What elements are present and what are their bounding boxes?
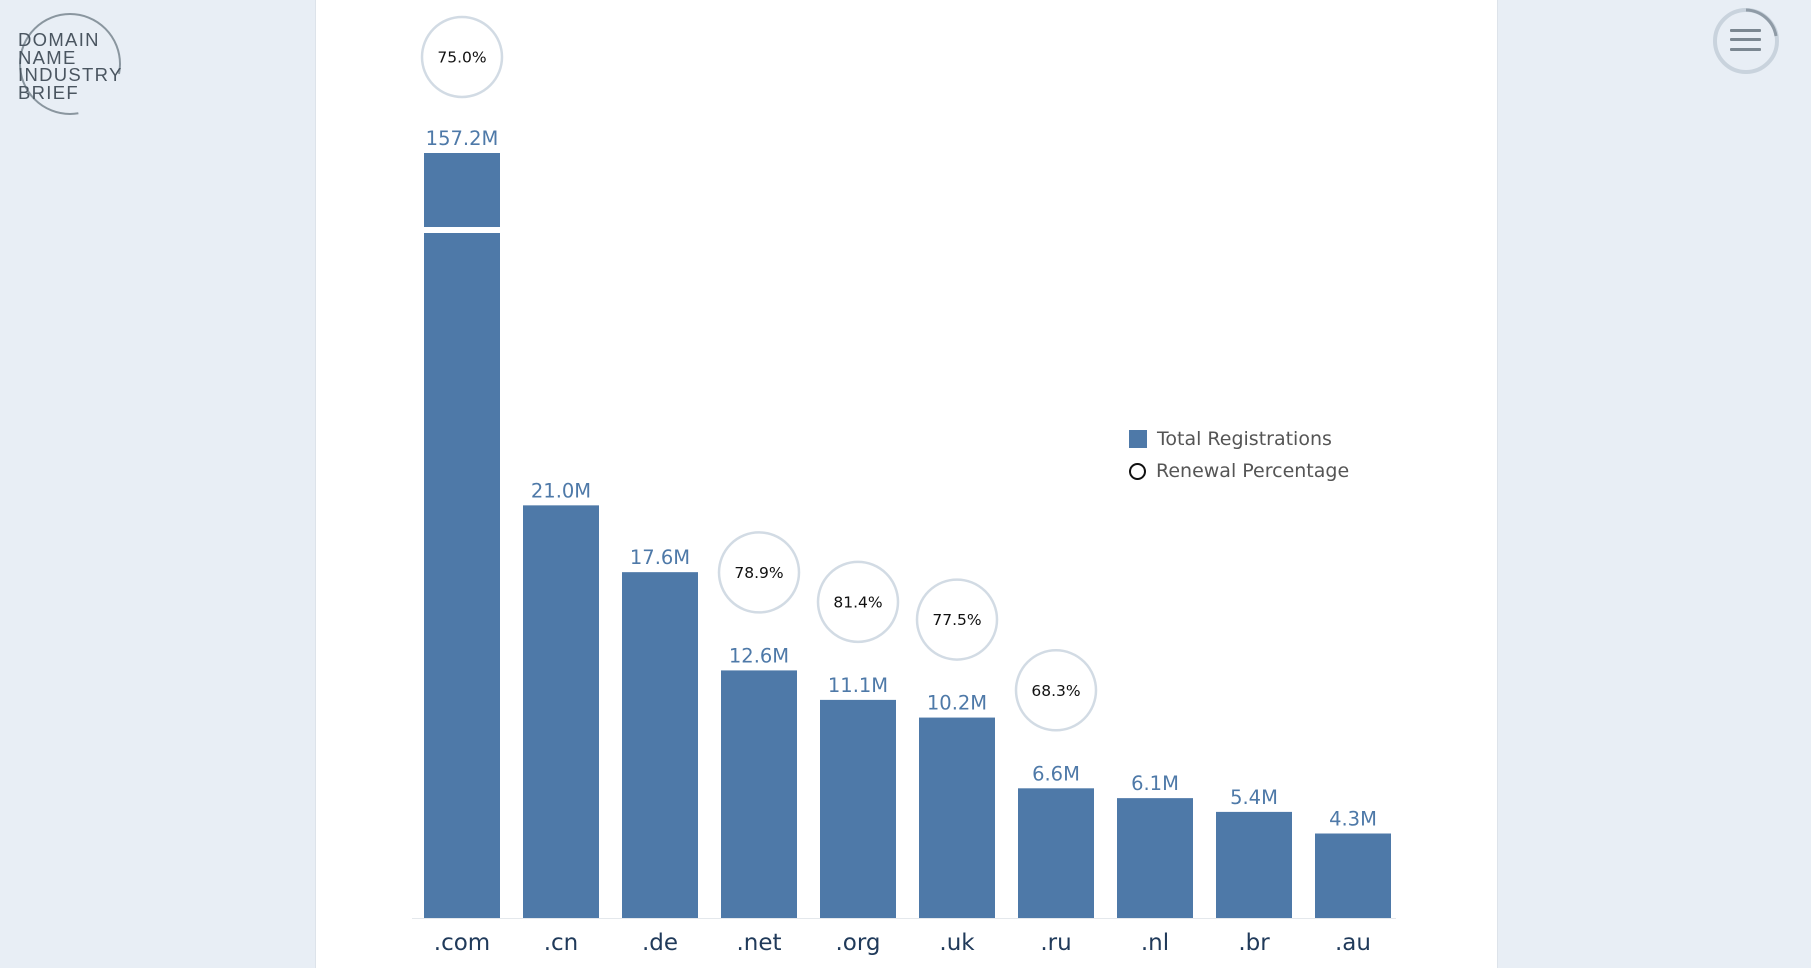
logo-line: DOMAIN	[18, 29, 100, 50]
x-tick-label: .au	[1335, 930, 1371, 956]
x-tick-label: .uk	[939, 930, 975, 956]
bar-value-label: 6.6M	[1032, 762, 1080, 785]
renewal-circle	[717, 531, 801, 614]
bar-value-label: 11.1M	[828, 674, 888, 697]
chart-panel	[315, 0, 1498, 968]
bar	[820, 699, 896, 918]
x-tick-label: .com	[434, 930, 490, 956]
bar	[919, 717, 995, 918]
renewal-circle	[816, 560, 900, 644]
bar	[622, 572, 698, 918]
x-tick-label: .net	[736, 930, 781, 956]
legend-swatch-circle	[1129, 462, 1146, 480]
bar	[1018, 788, 1094, 918]
renewal-label: 68.3%	[1031, 682, 1080, 700]
bar	[1216, 811, 1292, 918]
hamburger-menu-icon	[1713, 8, 1779, 74]
bar	[721, 670, 797, 918]
bar	[1117, 798, 1193, 918]
x-tick-label: .cn	[544, 930, 579, 956]
renewal-label: 78.9%	[734, 564, 783, 582]
legend-item-total-registrations[interactable]: Total Registrations	[1129, 423, 1349, 455]
bar-value-label: 4.3M	[1329, 808, 1377, 831]
x-tick-label: .nl	[1141, 930, 1169, 956]
bar-value-label: 5.4M	[1230, 786, 1278, 809]
bar-value-label: 12.6M	[729, 644, 789, 667]
bar-value-label: 17.6M	[630, 546, 690, 569]
logo-text: DOMAIN NAME INDUSTRY BRIEF	[18, 31, 123, 101]
chart-legend: Total Registrations Renewal Percentage	[1129, 423, 1349, 487]
renewal-label: 81.4%	[833, 593, 882, 611]
logo-ring	[19, 13, 121, 115]
bar	[424, 153, 500, 918]
bar-value-label: 10.2M	[927, 692, 987, 715]
logo[interactable]: DOMAIN NAME INDUSTRY BRIEF	[8, 12, 133, 117]
x-tick-label: .ru	[1040, 930, 1071, 956]
bar-value-label: 21.0M	[531, 479, 591, 502]
legend-label: Total Registrations	[1157, 428, 1332, 450]
logo-line: BRIEF	[18, 81, 79, 103]
bar	[523, 505, 599, 918]
renewal-circle	[420, 15, 504, 99]
logo-line: INDUSTRY	[18, 64, 123, 85]
legend-item-renewal-percentage[interactable]: Renewal Percentage	[1129, 455, 1349, 487]
bar	[1315, 833, 1391, 918]
x-tick-label: .de	[642, 930, 678, 956]
logo-line: NAME	[18, 46, 77, 68]
bar-value-label: 157.2M	[426, 127, 499, 150]
x-tick-label: .br	[1238, 930, 1270, 956]
bar-value-label: 6.1M	[1131, 772, 1179, 795]
axis-break-gap	[422, 227, 502, 233]
renewal-circle	[1014, 649, 1098, 732]
renewal-label: 75.0%	[437, 49, 486, 67]
renewal-circle	[915, 578, 999, 661]
x-tick-label: .org	[835, 930, 880, 956]
legend-swatch-bar	[1129, 430, 1147, 448]
legend-label: Renewal Percentage	[1156, 460, 1350, 482]
menu-button[interactable]	[1713, 8, 1781, 76]
renewal-label: 77.5%	[932, 611, 981, 629]
